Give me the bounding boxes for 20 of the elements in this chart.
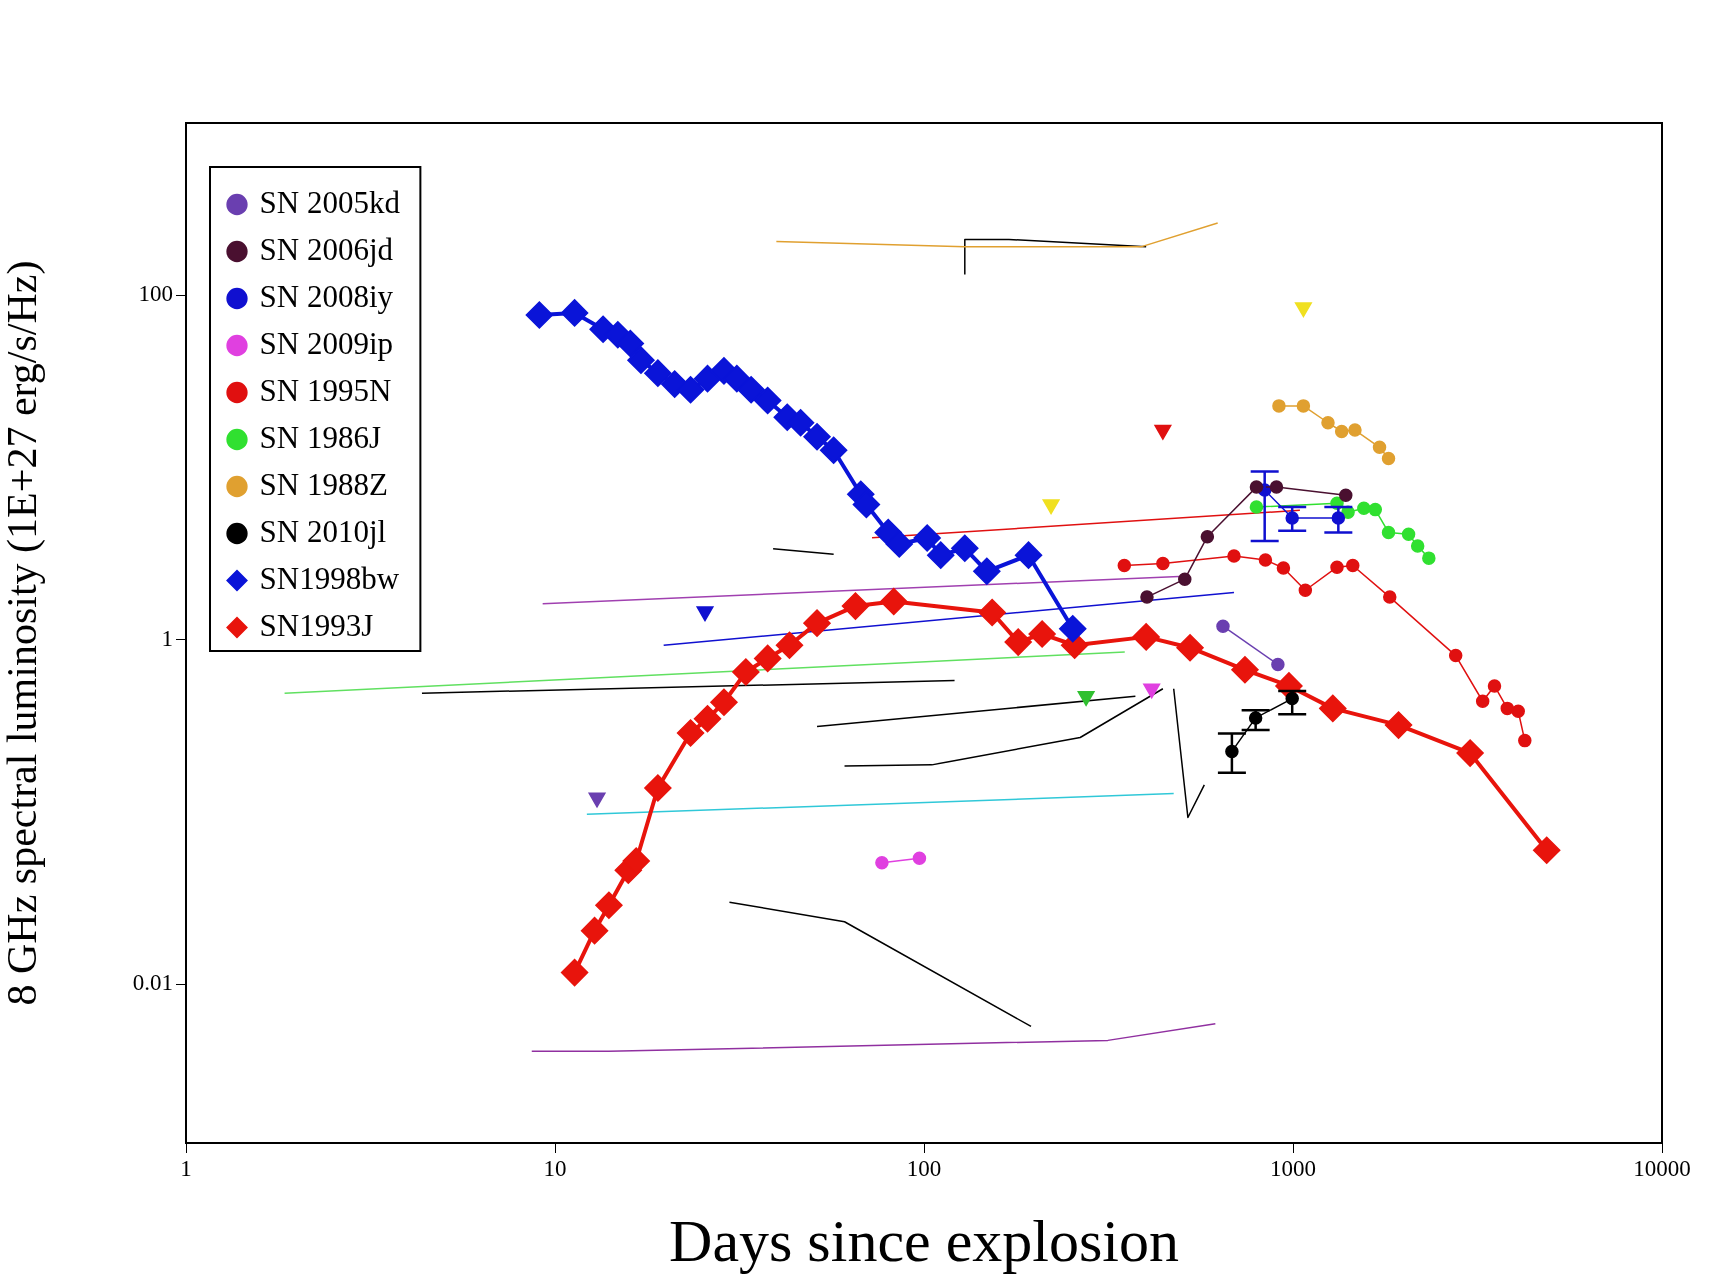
legend-label: SN 1995N bbox=[259, 372, 392, 408]
legend-label: SN 2008iy bbox=[259, 278, 394, 314]
y-axis-title: 8 GHz spectral luminosity (1E+27 erg/s/Hz) bbox=[0, 260, 47, 1006]
x-axis-title: Days since explosion bbox=[669, 1207, 1179, 1274]
legend-label: SN 2005kd bbox=[259, 184, 401, 220]
legend-label: SN 2006jd bbox=[259, 231, 394, 267]
y-tick-label: 100 bbox=[138, 281, 173, 307]
legend-label: SN 2010jl bbox=[259, 513, 387, 549]
legend-label: SN 2009ip bbox=[259, 325, 393, 361]
x-tick-label: 10000 bbox=[1633, 1155, 1691, 1181]
legend-label: SN1998bw bbox=[259, 560, 400, 596]
legend-label: SN 1986J bbox=[259, 419, 381, 455]
x-tick-label: 1 bbox=[180, 1155, 192, 1181]
y-tick-label: 0.01 bbox=[132, 970, 173, 996]
x-tick-label: 1000 bbox=[1270, 1155, 1316, 1181]
legend-label: SN1993J bbox=[259, 607, 374, 643]
x-tick-label: 10 bbox=[543, 1155, 567, 1181]
x-tick-label: 100 bbox=[906, 1155, 942, 1181]
y-tick-label: 1 bbox=[161, 625, 173, 651]
legend-label: SN 1988Z bbox=[259, 466, 388, 502]
